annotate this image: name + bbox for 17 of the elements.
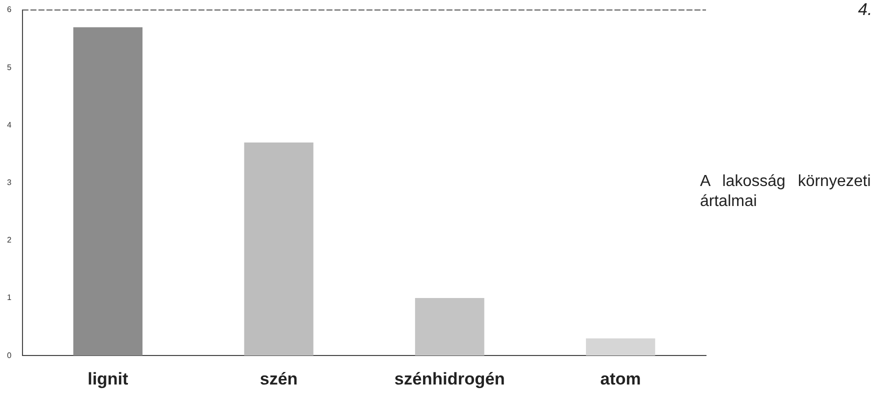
x-tick-label: szénhidrogén <box>394 369 505 388</box>
y-tick-label: 1 <box>6 293 12 302</box>
y-tick-label: 4 <box>6 120 12 130</box>
bar <box>586 338 656 356</box>
bar <box>244 142 314 356</box>
bar <box>73 27 142 356</box>
y-tick-label: 2 <box>6 236 12 245</box>
y-tick-label: 0 <box>6 350 12 360</box>
y-tick-label: 6 <box>6 5 12 14</box>
y-tick-label: 3 <box>6 178 12 188</box>
y-tick-label: 5 <box>6 62 12 72</box>
text: 4. <box>858 0 872 20</box>
x-tick-label: szén <box>260 369 298 388</box>
bar <box>415 298 484 356</box>
x-tick-label: atom <box>600 369 641 388</box>
x-tick-label: lignit <box>88 369 129 388</box>
annotation: A lakosság környezeti ártalmai <box>700 172 872 212</box>
